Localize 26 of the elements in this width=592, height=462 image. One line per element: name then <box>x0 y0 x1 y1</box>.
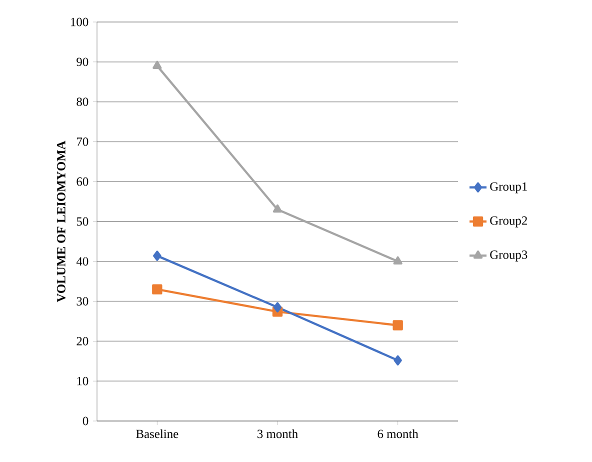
point <box>393 256 402 264</box>
legend-label: Group2 <box>490 216 527 228</box>
x-tick-label: 6 month <box>378 429 418 438</box>
y-tick-label: 100 <box>71 18 88 26</box>
point <box>152 60 162 69</box>
x-tick-label: Baseline <box>136 429 178 438</box>
y-tick-label: 80 <box>76 98 88 106</box>
point <box>153 250 162 261</box>
point <box>152 284 162 294</box>
y-tick-label: 30 <box>76 297 88 306</box>
y-axis-title: VOLUME OF LEIOMYOMA <box>57 140 66 302</box>
y-tick-label: 70 <box>77 137 88 146</box>
y-tick-label: 40 <box>76 257 88 266</box>
y-tick-label: 50 <box>76 217 88 226</box>
x-tick-label: 3 month <box>258 429 298 438</box>
legend-label: Group1 <box>490 182 527 194</box>
y-tick-label: 90 <box>76 58 88 66</box>
point <box>392 320 403 330</box>
y-tick-label: 20 <box>76 337 88 346</box>
y-tick-label: 0 <box>82 416 88 426</box>
legend-label: Group3 <box>490 250 528 262</box>
y-tick-label: 60 <box>76 177 88 186</box>
y-tick-label: 10 <box>77 376 88 386</box>
point <box>394 355 402 366</box>
point <box>272 204 282 213</box>
point <box>273 302 282 312</box>
